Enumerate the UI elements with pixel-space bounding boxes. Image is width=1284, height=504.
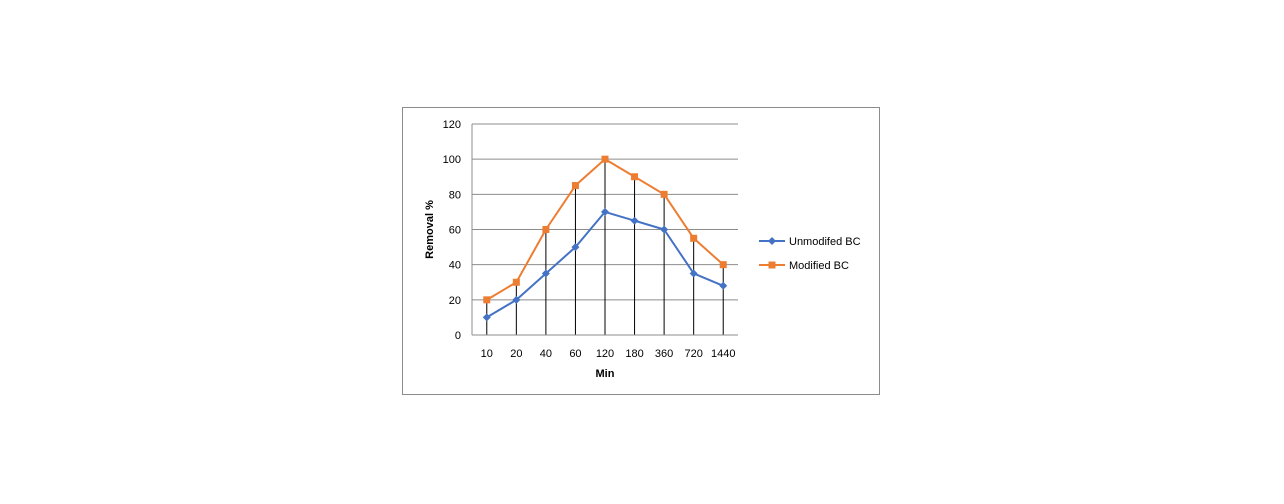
x-tick-120: 120 xyxy=(596,348,614,360)
y-tick-0: 0 xyxy=(455,330,461,342)
legend-entry-2: Modified BC xyxy=(759,260,849,272)
series-1-point-120 xyxy=(601,207,609,216)
series-2-point-40 xyxy=(542,226,550,233)
legend-marker-2 xyxy=(768,261,776,269)
series-1-point-1440 xyxy=(719,281,728,290)
y-tick-60: 60 xyxy=(449,225,461,237)
series-1-point-720 xyxy=(689,269,698,278)
series-2-point-1440 xyxy=(719,261,727,269)
x-tick-60: 60 xyxy=(569,348,581,360)
legend-entry-1: Unmodifed BC xyxy=(759,236,861,248)
legend-marker-1 xyxy=(768,237,776,245)
chart-frame: 0 20 40 60 80 100 120 10 20 40 60 120 180 360 720 1440… xyxy=(402,107,880,395)
series-2-point-10 xyxy=(483,296,491,304)
x-axis-title: Min xyxy=(596,368,615,380)
series xyxy=(482,155,728,322)
series-1-point-360 xyxy=(660,225,669,234)
legend: Unmodifed BC Modified BC xyxy=(759,236,861,272)
series-2-point-360 xyxy=(660,190,668,198)
series-1 xyxy=(482,207,728,322)
x-tick-10: 10 xyxy=(481,348,493,360)
y-tick-labels: 0 20 40 60 80 100 120 xyxy=(443,119,461,342)
x-tick-labels: 10 20 40 60 120 180 360 720 1440 xyxy=(481,348,736,360)
y-tick-40: 40 xyxy=(449,260,461,272)
y-tick-80: 80 xyxy=(449,189,461,201)
series-2-point-180 xyxy=(631,173,639,181)
series-2-point-720 xyxy=(690,234,698,242)
x-tick-40: 40 xyxy=(540,348,552,360)
series-2 xyxy=(483,155,727,304)
x-tick-180: 180 xyxy=(625,348,643,360)
y-tick-20: 20 xyxy=(449,295,461,307)
axes xyxy=(471,124,738,336)
series-1-point-60 xyxy=(571,243,580,252)
y-tick-100: 100 xyxy=(443,154,461,166)
series-1-point-20 xyxy=(512,295,521,304)
series-1-point-180 xyxy=(630,216,639,225)
series-2-point-60 xyxy=(571,182,579,190)
series-2-point-20 xyxy=(512,278,520,286)
legend-label-1: Unmodifed BC xyxy=(789,236,861,248)
drop-lines xyxy=(486,159,724,335)
x-tick-720: 720 xyxy=(684,348,702,360)
series-1-point-40 xyxy=(541,269,550,278)
x-tick-360: 360 xyxy=(655,348,673,360)
x-tick-20: 20 xyxy=(510,348,522,360)
x-tick-1440: 1440 xyxy=(711,348,735,360)
y-axis-title: Removal % xyxy=(424,200,436,259)
y-tick-120: 120 xyxy=(443,119,461,131)
series-1-point-10 xyxy=(482,313,491,322)
legend-label-2: Modified BC xyxy=(789,260,849,272)
series-2-point-120 xyxy=(601,155,609,163)
line-chart: 0 20 40 60 80 100 120 10 20 40 60 120 180 360 720 1440… xyxy=(424,119,861,380)
